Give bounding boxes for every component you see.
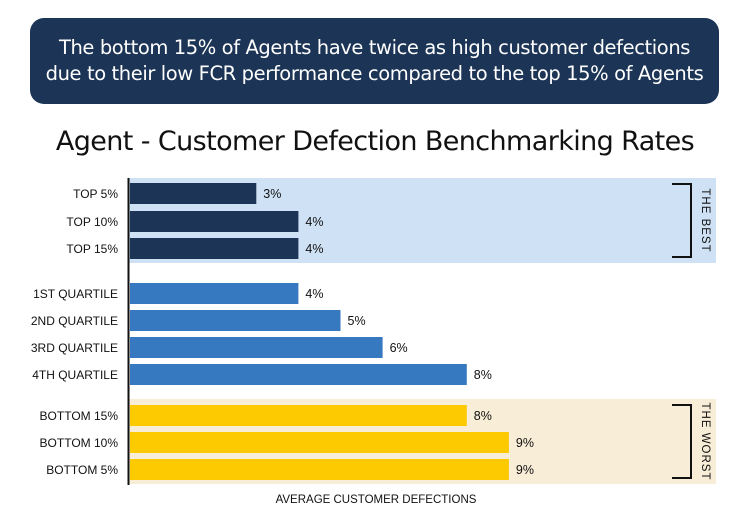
category-label: 3RD QUARTILE — [31, 341, 118, 355]
category-label: 1ST QUARTILE — [33, 287, 118, 301]
data-label: 3% — [263, 187, 281, 201]
headline-banner: The bottom 15% of Agents have twice as h… — [30, 18, 719, 104]
bar — [130, 238, 299, 259]
category-label: 4TH QUARTILE — [32, 368, 118, 382]
bar — [130, 211, 299, 232]
data-label: 4% — [305, 287, 323, 301]
bar — [130, 310, 341, 331]
bar — [130, 183, 257, 204]
data-label: 5% — [348, 314, 366, 328]
data-label: 4% — [305, 215, 323, 229]
category-label: BOTTOM 10% — [40, 436, 119, 450]
data-label: 9% — [516, 436, 534, 450]
data-label: 8% — [474, 409, 492, 423]
chart-title: Agent - Customer Defection Benchmarking … — [55, 126, 695, 157]
data-label: 4% — [305, 242, 323, 256]
data-label: 9% — [516, 463, 534, 477]
category-label: BOTTOM 5% — [46, 463, 118, 477]
category-label: TOP 15% — [66, 242, 118, 256]
group-label-best: THE BEST — [699, 188, 711, 252]
bracket-worst — [672, 404, 692, 479]
category-label: TOP 5% — [73, 187, 118, 201]
category-label: 2ND QUARTILE — [31, 314, 118, 328]
data-label: 8% — [474, 368, 492, 382]
bar — [130, 459, 509, 480]
category-label: BOTTOM 15% — [40, 409, 119, 423]
bar — [130, 432, 509, 453]
headline-text: The bottom 15% of Agents have twice as h… — [45, 36, 704, 85]
data-label: 6% — [390, 341, 408, 355]
bar — [130, 405, 467, 426]
bracket-best — [672, 183, 692, 258]
x-axis-label: AVERAGE CUSTOMER DEFECTIONS — [276, 494, 477, 506]
group-label-worst: THE WORST — [699, 403, 711, 481]
category-label: TOP 10% — [66, 215, 118, 229]
bar — [130, 337, 383, 358]
bar — [130, 364, 467, 385]
bar — [130, 283, 299, 304]
